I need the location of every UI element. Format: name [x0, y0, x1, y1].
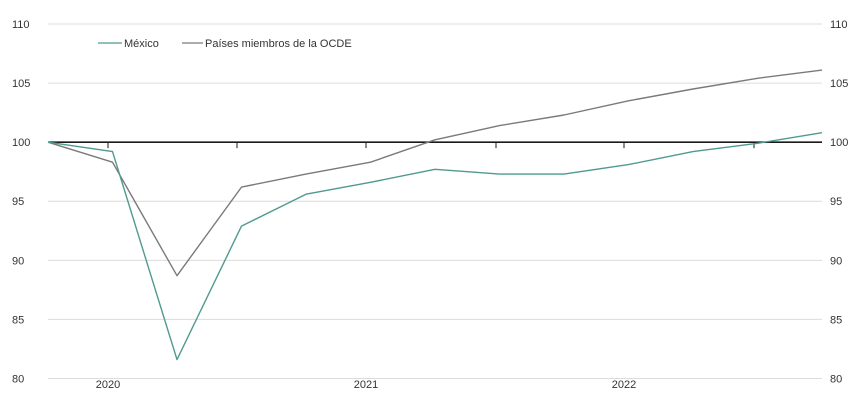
y-tick-label-left-95: 95 [12, 196, 24, 208]
x-tick-label-2020: 2020 [96, 379, 120, 391]
y-tick-label-left-80: 80 [12, 374, 24, 386]
reference-line-group [48, 141, 822, 149]
y-tick-label-right-105: 105 [830, 78, 848, 90]
series-line-mexico [47, 132, 823, 361]
y-tick-label-left-110: 110 [12, 19, 30, 31]
series-lines [47, 69, 823, 361]
y-tick-label-left-105: 105 [12, 78, 30, 90]
gridlines [48, 23, 822, 379]
y-tick-label-right-90: 90 [830, 255, 842, 267]
y-tick-label-right-95: 95 [830, 196, 842, 208]
legend-label-mexico: México [124, 38, 159, 50]
y-axis-right: 80 85 90 95 100 105 110 [830, 19, 848, 386]
legend: México Países miembros de la OCDE [98, 38, 352, 50]
x-tick-label-2021: 2021 [354, 379, 378, 391]
y-tick-label-left-100: 100 [12, 137, 30, 149]
y-tick-label-right-110: 110 [830, 19, 848, 31]
x-axis: 2020 2021 2022 [96, 379, 636, 391]
legend-label-oecd: Países miembros de la OCDE [205, 38, 352, 50]
y-tick-label-left-85: 85 [12, 314, 24, 326]
x-tick-label-2022: 2022 [612, 379, 636, 391]
y-tick-label-right-80: 80 [830, 374, 842, 386]
y-tick-label-left-90: 90 [12, 255, 24, 267]
y-axis-left: 80 85 90 95 100 105 110 [12, 19, 30, 386]
y-tick-label-right-85: 85 [830, 314, 842, 326]
y-tick-label-right-100: 100 [830, 137, 848, 149]
series-line-oecd [47, 69, 823, 277]
